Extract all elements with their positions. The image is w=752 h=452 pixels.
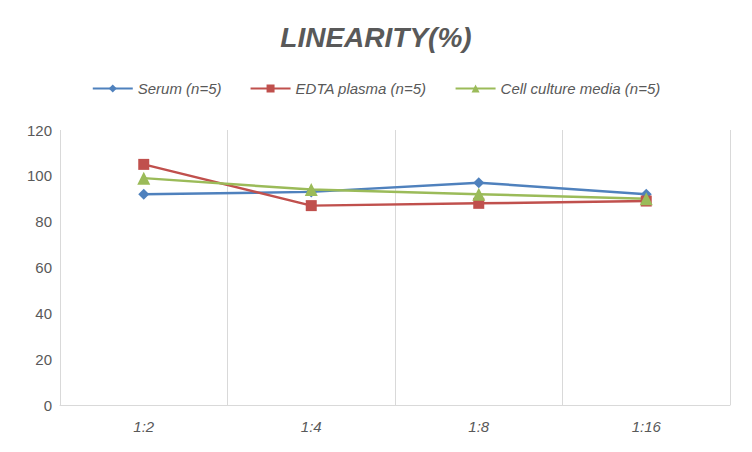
svg-text:20: 20 [35, 351, 52, 368]
svg-text:60: 60 [35, 259, 52, 276]
svg-text:120: 120 [27, 122, 52, 139]
svg-text:1:16: 1:16 [632, 418, 662, 435]
svg-text:0: 0 [44, 397, 52, 414]
svg-text:1:2: 1:2 [133, 418, 155, 435]
svg-text:1:4: 1:4 [301, 418, 322, 435]
svg-text:100: 100 [27, 167, 52, 184]
svg-text:EDTA plasma (n=5): EDTA plasma (n=5) [296, 80, 426, 97]
svg-text:1:8: 1:8 [468, 418, 490, 435]
svg-text:LINEARITY(%): LINEARITY(%) [280, 22, 471, 53]
svg-text:80: 80 [35, 213, 52, 230]
svg-text:Serum (n=5): Serum (n=5) [138, 80, 222, 97]
svg-text:40: 40 [35, 305, 52, 322]
svg-text:Cell culture media (n=5): Cell culture media (n=5) [501, 80, 661, 97]
